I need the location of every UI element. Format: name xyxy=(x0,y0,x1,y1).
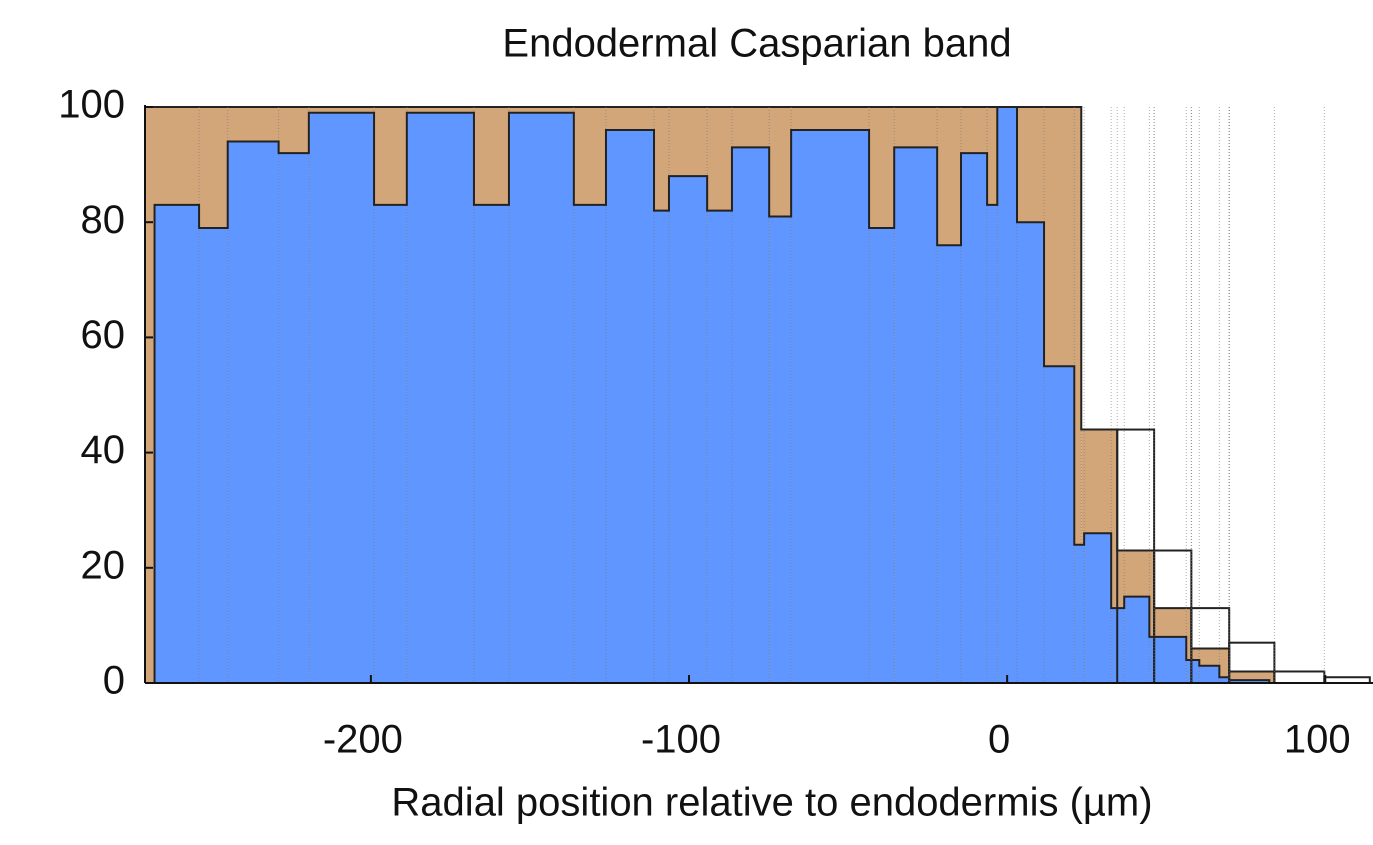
bar xyxy=(731,147,770,683)
bar xyxy=(769,216,792,683)
bar xyxy=(374,204,407,684)
bar xyxy=(199,227,228,683)
bar xyxy=(278,153,309,683)
chart-title: Endodermal Casparian band xyxy=(502,22,1011,66)
y-tick-label: 60 xyxy=(81,313,126,357)
bar xyxy=(1219,677,1230,683)
step-outline xyxy=(153,106,1271,683)
bar xyxy=(1074,544,1085,683)
bar xyxy=(1044,366,1075,683)
bar xyxy=(1186,659,1200,683)
bar xyxy=(654,210,669,683)
bar xyxy=(473,204,509,684)
bar xyxy=(227,141,279,683)
bar xyxy=(961,153,988,683)
bar xyxy=(508,112,574,683)
bar xyxy=(1149,636,1187,683)
x-tick-label: -200 xyxy=(323,718,403,762)
x-axis-label: Radial position relative to endodermis (… xyxy=(391,781,1152,825)
bar xyxy=(1229,680,1270,683)
bar xyxy=(154,204,200,684)
bar xyxy=(869,227,895,683)
y-tick-label: 40 xyxy=(81,428,126,472)
bar xyxy=(1017,222,1045,683)
x-tick-label: 0 xyxy=(988,718,1010,762)
bar xyxy=(1273,670,1326,684)
bar xyxy=(1199,665,1220,683)
bar xyxy=(1124,596,1150,683)
y-tick-label: 20 xyxy=(81,543,126,587)
y-tick-label: 80 xyxy=(81,198,126,242)
bar xyxy=(937,245,962,684)
bar xyxy=(1229,671,1275,683)
bar xyxy=(707,210,732,683)
x-tick-label: -100 xyxy=(641,718,721,762)
bar xyxy=(997,107,1018,683)
x-tick-label: 100 xyxy=(1284,718,1351,762)
y-tick-label: 100 xyxy=(58,83,125,127)
bar xyxy=(605,130,655,684)
y-tick-label: 0 xyxy=(103,659,125,703)
bar xyxy=(668,176,708,683)
bar xyxy=(1084,533,1112,683)
bar xyxy=(791,130,870,684)
bar xyxy=(894,147,938,683)
bar xyxy=(406,112,474,683)
bar xyxy=(308,112,375,683)
bar xyxy=(573,204,606,684)
bar xyxy=(987,204,998,684)
